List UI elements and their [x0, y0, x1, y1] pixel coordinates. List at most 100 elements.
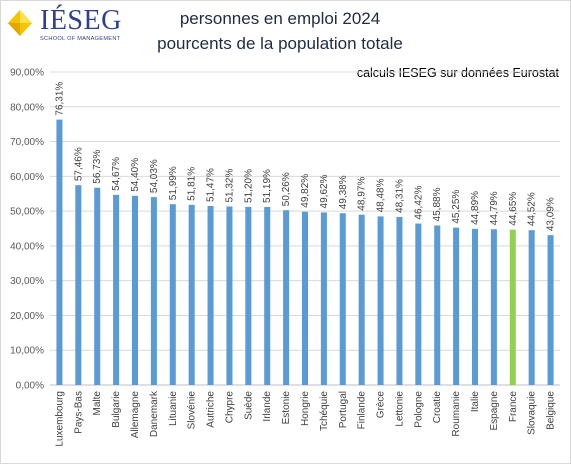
- logo-mark-icon: [8, 10, 32, 36]
- x-category-label: Malte: [92, 391, 103, 416]
- data-labels: 76,31% 57,46% 56,73% 54,67% 54,40% 54,03% 51,9…: [54, 82, 556, 232]
- bar: [547, 235, 554, 385]
- x-category-label: Hongrie: [300, 391, 311, 426]
- x-category-label: Finlande: [357, 391, 368, 430]
- data-label: 51,20%: [243, 169, 254, 203]
- y-axis-ticks: 0,00% 10,00% 20,00% 30,00% 40,00% 50,00% 60,00…: [10, 68, 44, 392]
- x-category-label: Allemagne: [130, 391, 141, 439]
- data-label: 48,97%: [357, 177, 368, 211]
- data-label: 44,79%: [489, 191, 500, 225]
- data-label: 49,82%: [300, 174, 311, 208]
- x-category-label: France: [508, 391, 519, 423]
- data-label: 48,31%: [394, 179, 405, 213]
- bar: [471, 228, 479, 385]
- x-category-label: Luxembourg: [54, 391, 65, 447]
- chart-title: personnes en emploi 2024: [179, 9, 381, 28]
- data-label: 44,89%: [470, 191, 481, 225]
- y-tick-label: 10,00%: [10, 346, 44, 357]
- data-label: 45,88%: [432, 187, 443, 221]
- x-category-label: Lituanie: [168, 391, 179, 426]
- data-label: 51,32%: [224, 168, 235, 202]
- data-label: 50,26%: [281, 172, 292, 206]
- data-label: 51,81%: [187, 167, 198, 201]
- y-tick-label: 30,00%: [10, 276, 44, 287]
- bar: [131, 195, 139, 385]
- data-label: 48,48%: [376, 178, 387, 212]
- data-label: 44,65%: [508, 192, 519, 226]
- y-tick-label: 70,00%: [10, 137, 44, 148]
- data-label: 54,67%: [111, 157, 122, 191]
- y-tick-label: 20,00%: [10, 311, 44, 322]
- x-category-label: Autriche: [206, 391, 217, 428]
- data-label: 46,42%: [413, 186, 424, 220]
- bar: [283, 210, 290, 385]
- bar: [490, 229, 497, 385]
- x-category-label: Tchéquie: [319, 391, 330, 431]
- bar: [245, 206, 252, 385]
- data-label: 54,40%: [130, 158, 141, 192]
- bar: [415, 223, 422, 385]
- x-category-label: Croatie: [432, 391, 443, 424]
- bar: [528, 230, 535, 385]
- bar: [358, 214, 365, 385]
- x-category-label: Roumanie: [451, 391, 462, 437]
- data-label: 51,47%: [206, 168, 217, 202]
- y-tick-label: 50,00%: [10, 207, 44, 218]
- data-label: 44,52%: [527, 192, 538, 226]
- y-tick-label: 60,00%: [10, 172, 44, 183]
- chart-subtitle: pourcents de la population totale: [157, 34, 403, 53]
- x-category-label: Slovaquie: [527, 391, 538, 435]
- data-label: 76,31%: [54, 82, 65, 116]
- y-tick-label: 90,00%: [10, 68, 44, 79]
- data-label: 54,03%: [149, 159, 160, 193]
- bar: [188, 204, 195, 385]
- bar: [169, 204, 176, 385]
- bar: [320, 212, 327, 385]
- x-category-label: Suède: [243, 391, 254, 420]
- x-category-label: Bulgarie: [111, 391, 122, 428]
- data-label: 57,46%: [73, 147, 84, 181]
- bar: [56, 119, 63, 385]
- x-category-label: Irlande: [262, 391, 273, 422]
- x-category-label: Italie: [470, 391, 481, 413]
- bar: [453, 227, 460, 385]
- bars: [56, 119, 554, 385]
- bar: [113, 194, 120, 385]
- bar: [226, 206, 233, 385]
- y-tick-label: 0,00%: [16, 381, 44, 392]
- data-label: 43,09%: [546, 197, 557, 231]
- x-category-label: Belgique: [546, 391, 557, 430]
- x-category-label: Danemark: [149, 390, 160, 437]
- data-label: 45,25%: [451, 190, 462, 224]
- bar: [150, 197, 157, 385]
- data-label: 51,19%: [262, 169, 273, 203]
- bar: [396, 216, 403, 385]
- bar: [264, 206, 271, 385]
- x-category-label: Portugal: [338, 391, 349, 428]
- x-category-label: Chypre: [224, 391, 235, 424]
- bar: [94, 187, 101, 385]
- y-tick-label: 40,00%: [10, 241, 44, 252]
- bar: [301, 211, 309, 385]
- data-label: 49,38%: [338, 175, 349, 209]
- logo-wordmark: IÉSEG: [40, 5, 122, 36]
- x-category-label: Pays-Bas: [73, 391, 84, 434]
- bar: [434, 225, 441, 385]
- data-label: 56,73%: [92, 150, 103, 184]
- ieseg-logo: IÉSEG SCHOOL OF MANAGEMENT: [6, 6, 138, 46]
- y-tick-label: 80,00%: [10, 102, 44, 113]
- x-category-label: Grèce: [376, 391, 387, 419]
- x-category-label: Slovénie: [187, 391, 198, 430]
- bar: [207, 205, 214, 385]
- bar: [339, 213, 346, 385]
- x-category-label: Lettonie: [394, 391, 405, 427]
- logo-tagline: SCHOOL OF MANAGEMENT: [40, 36, 121, 42]
- x-category-label: Estonie: [281, 391, 292, 425]
- source-note: calculs IESEG sur données Eurostat: [356, 66, 559, 80]
- data-label: 49,62%: [319, 174, 330, 208]
- bar: [377, 216, 384, 385]
- bar: [75, 185, 82, 385]
- x-axis-categories: Luxembourg Pays-Bas Malte Bulgarie Allemagne…: [54, 390, 556, 447]
- bar: [509, 229, 516, 385]
